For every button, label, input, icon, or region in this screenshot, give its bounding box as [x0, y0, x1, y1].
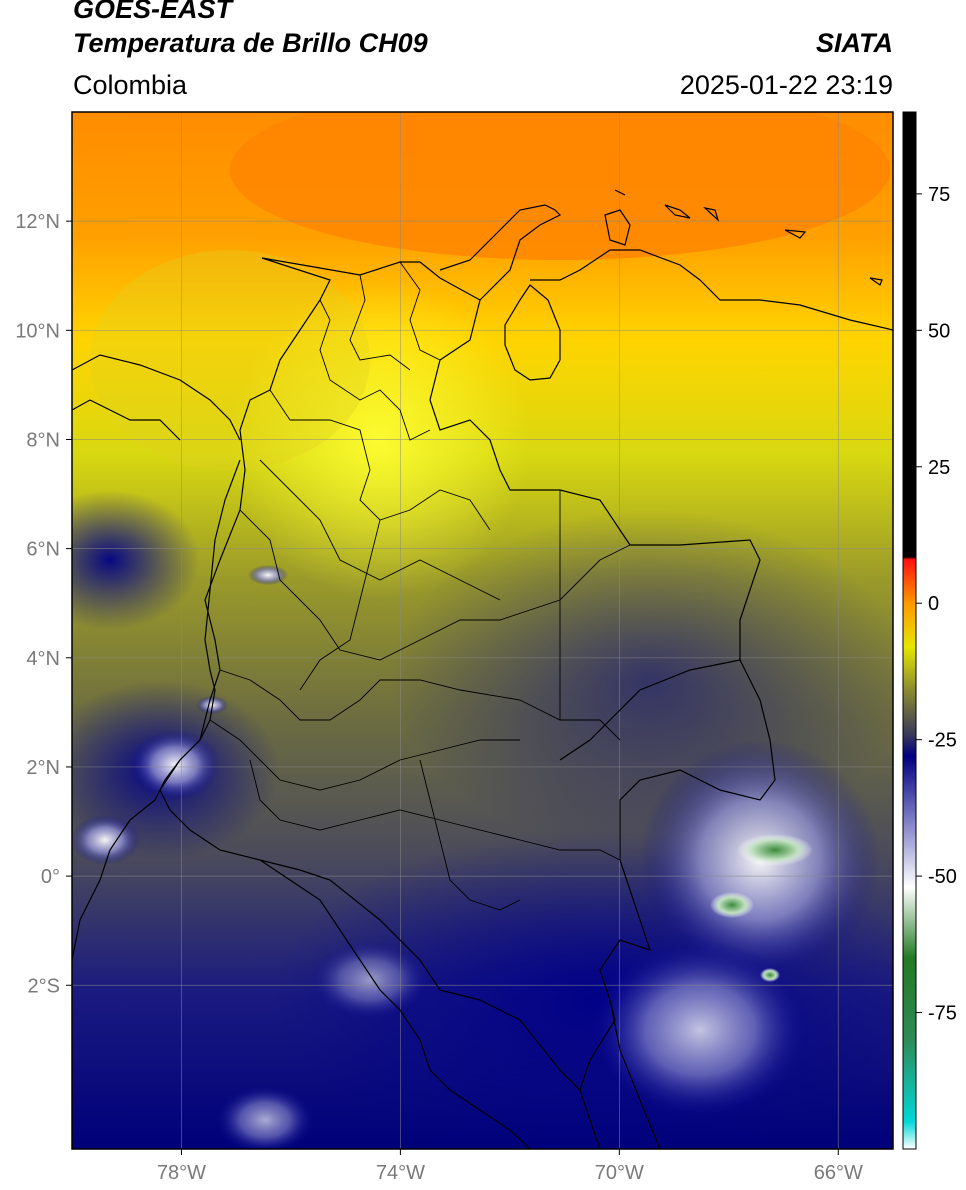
lon-tick-label-0: 78°W	[157, 1162, 206, 1184]
ecuador-border	[72, 799, 531, 1149]
lat-tick-label-0: 12°N	[15, 211, 60, 233]
lon-tick-label-2: 70°W	[595, 1162, 644, 1184]
lat-tick-label-3: 6°N	[26, 539, 60, 561]
timestamp-label: 2025-01-22 23:19	[679, 70, 893, 100]
colorbar-tick-label-1: 50	[928, 320, 950, 342]
lon-tick-label-1: 74°W	[376, 1162, 425, 1184]
panama-coast	[72, 354, 241, 441]
boundaries	[72, 189, 893, 1149]
colorbar-tick-label-5: -50	[928, 866, 957, 888]
region-label: Colombia	[73, 70, 188, 100]
lat-tick-label-6: 0°	[41, 866, 60, 888]
lake-maracaibo	[504, 284, 561, 381]
colorbar-tick-label-3: 0	[928, 593, 939, 615]
lat-tick-label-4: 4°N	[26, 648, 60, 670]
colorbar-tick-label-2: 25	[928, 457, 950, 479]
colorbar: 75 50 25 0 -25 -50 -75	[902, 111, 957, 1150]
brightness-field	[72, 112, 893, 1149]
internal-departments	[209, 261, 631, 911]
colorbar-tick-label-4: -25	[928, 730, 957, 752]
lat-tick-label-5: 2°N	[26, 757, 60, 779]
peru-brazil-border	[579, 999, 661, 1149]
colorbar-ticks: 75 50 25 0 -25 -50 -75	[916, 184, 957, 1025]
venezuela-coast	[439, 204, 893, 331]
brand-label: SIATA	[816, 28, 893, 58]
venezuela-brazil-border	[559, 659, 741, 761]
colombia-border	[159, 257, 776, 1092]
colorbar-tick-label-0: 75	[928, 184, 950, 206]
graticule	[72, 112, 893, 1149]
title-satellite: GOES-EAST	[73, 0, 233, 24]
lat-tick-label-1: 10°N	[15, 320, 60, 342]
lon-tick-label-3: 66°W	[814, 1162, 863, 1184]
map-axes: 78°W 74°W 70°W 66°W 12°N 10°N 8°N 6°N 4°N 2°N 0° 2°…	[15, 211, 863, 1184]
title-product: Temperatura de Brillo CH09	[73, 28, 428, 58]
pacific-coast	[154, 459, 241, 801]
lat-tick-label-2: 8°N	[26, 429, 60, 451]
islands	[604, 189, 883, 286]
colorbar-tick-label-6: -75	[928, 1003, 957, 1025]
map-frame	[71, 111, 894, 1150]
lat-tick-label-7: 2°S	[28, 975, 60, 997]
